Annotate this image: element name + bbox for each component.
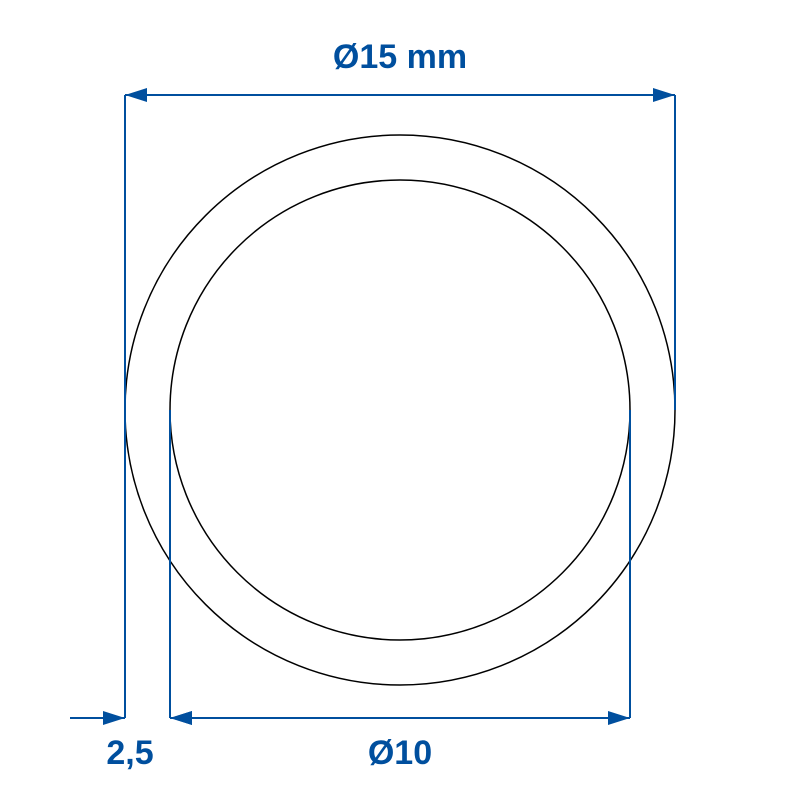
- outer-diameter-label: Ø15 mm: [333, 38, 467, 76]
- dimension-lines: [70, 88, 675, 725]
- dimension-labels: Ø15 mm Ø10 2,5: [106, 38, 467, 772]
- inner-diameter-label: Ø10: [368, 734, 432, 772]
- tube-cross-section-diagram: Ø15 mm Ø10 2,5: [0, 0, 800, 800]
- tube-rings: [125, 135, 675, 685]
- wall-thickness-label: 2,5: [106, 734, 153, 772]
